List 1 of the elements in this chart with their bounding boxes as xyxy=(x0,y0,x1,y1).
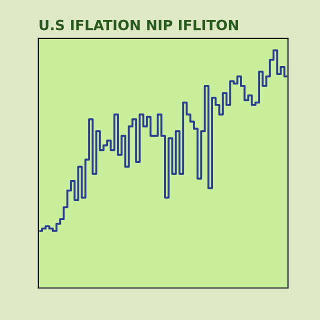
chart-title: U.S IFLATION NIP IFLITON xyxy=(40,20,238,30)
